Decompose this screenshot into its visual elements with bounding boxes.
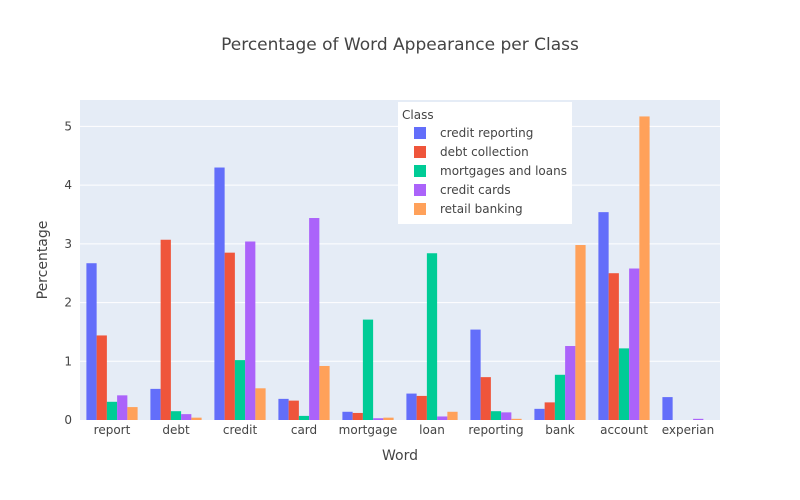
x-tick-label: mortgage	[339, 423, 398, 437]
legend-item[interactable]: credit reporting	[414, 126, 533, 140]
legend-title: Class	[402, 108, 434, 122]
bar[interactable]	[352, 412, 363, 420]
x-axis-ticks: report debt credit card mortgage loan reportin…	[94, 423, 715, 437]
bar[interactable]	[406, 393, 417, 420]
legend-label: debt collection	[440, 145, 529, 159]
bar[interactable]	[693, 418, 704, 420]
bar[interactable]	[490, 411, 502, 420]
y-tick-label: 0	[64, 413, 72, 427]
bar[interactable]	[96, 335, 107, 420]
bar[interactable]	[298, 415, 310, 420]
chart-title: Percentage of Word Appearance per Class	[221, 35, 579, 55]
legend-item[interactable]: mortgages and loans	[414, 164, 567, 178]
bar[interactable]	[255, 388, 266, 420]
y-tick-label: 4	[64, 178, 72, 192]
bar[interactable]	[598, 212, 609, 420]
bar[interactable]	[662, 397, 673, 420]
x-tick-label: credit	[223, 423, 258, 437]
bar[interactable]	[383, 417, 394, 420]
bar[interactable]	[106, 401, 118, 420]
legend-label: credit reporting	[440, 126, 533, 140]
bar[interactable]	[629, 268, 640, 420]
bar[interactable]	[288, 400, 299, 420]
bar[interactable]	[639, 116, 650, 420]
bar[interactable]	[309, 218, 320, 420]
legend[interactable]: Class credit reporting debt collection mor…	[398, 102, 572, 224]
bar[interactable]	[511, 418, 522, 420]
legend-item[interactable]: retail banking	[414, 202, 523, 216]
legend-item[interactable]: debt collection	[414, 145, 529, 159]
bar[interactable]	[608, 273, 619, 420]
bar[interactable]	[362, 319, 374, 420]
y-axis-title: Percentage	[35, 221, 51, 300]
y-tick-label: 3	[64, 237, 72, 251]
bar[interactable]	[245, 241, 256, 420]
x-tick-label: debt	[162, 423, 190, 437]
bar[interactable]	[86, 263, 97, 420]
x-tick-label: reporting	[468, 423, 523, 437]
bar[interactable]	[170, 411, 182, 420]
x-tick-label: account	[600, 423, 648, 437]
bar[interactable]	[618, 348, 630, 420]
bar[interactable]	[373, 418, 384, 420]
x-axis-title: Word	[382, 448, 418, 464]
y-tick-label: 2	[64, 296, 72, 310]
bar[interactable]	[117, 395, 128, 420]
legend-box	[398, 102, 572, 224]
legend-swatch	[414, 203, 426, 215]
bar[interactable]	[181, 414, 192, 420]
bars	[86, 116, 704, 420]
legend-item[interactable]: credit cards	[414, 183, 511, 197]
bar[interactable]	[127, 407, 138, 420]
x-tick-label: experian	[662, 423, 715, 437]
bar[interactable]	[278, 398, 289, 420]
bar[interactable]	[575, 245, 586, 420]
y-tick-label: 5	[64, 119, 72, 133]
bar[interactable]	[191, 417, 202, 420]
legend-label: credit cards	[440, 183, 511, 197]
legend-swatch	[414, 127, 426, 139]
bar[interactable]	[554, 374, 566, 420]
bar[interactable]	[447, 411, 458, 420]
bar[interactable]	[150, 388, 161, 420]
bar[interactable]	[214, 167, 225, 420]
bar[interactable]	[234, 360, 246, 420]
bar[interactable]	[224, 252, 235, 420]
legend-label: retail banking	[440, 202, 523, 216]
bar[interactable]	[160, 239, 171, 420]
bar[interactable]	[565, 346, 576, 420]
bar[interactable]	[319, 365, 330, 420]
bar[interactable]	[544, 402, 555, 420]
y-axis-ticks: 0 1 2 3 4 5	[64, 119, 72, 427]
legend-swatch	[414, 165, 426, 177]
bar[interactable]	[437, 416, 448, 420]
x-tick-label: report	[94, 423, 131, 437]
x-tick-label: loan	[419, 423, 445, 437]
legend-swatch	[414, 184, 426, 196]
bar[interactable]	[416, 395, 427, 420]
bar[interactable]	[426, 253, 438, 420]
x-tick-label: bank	[545, 423, 575, 437]
legend-swatch	[414, 146, 426, 158]
y-tick-label: 1	[64, 354, 72, 368]
bar[interactable]	[470, 329, 481, 420]
bar[interactable]	[534, 408, 545, 420]
legend-items[interactable]: credit reporting debt collection mortgages…	[414, 126, 567, 216]
bar[interactable]	[342, 411, 353, 420]
bar[interactable]	[501, 412, 512, 420]
legend-label: mortgages and loans	[440, 164, 567, 178]
bar[interactable]	[480, 377, 491, 420]
x-tick-label: card	[291, 423, 317, 437]
